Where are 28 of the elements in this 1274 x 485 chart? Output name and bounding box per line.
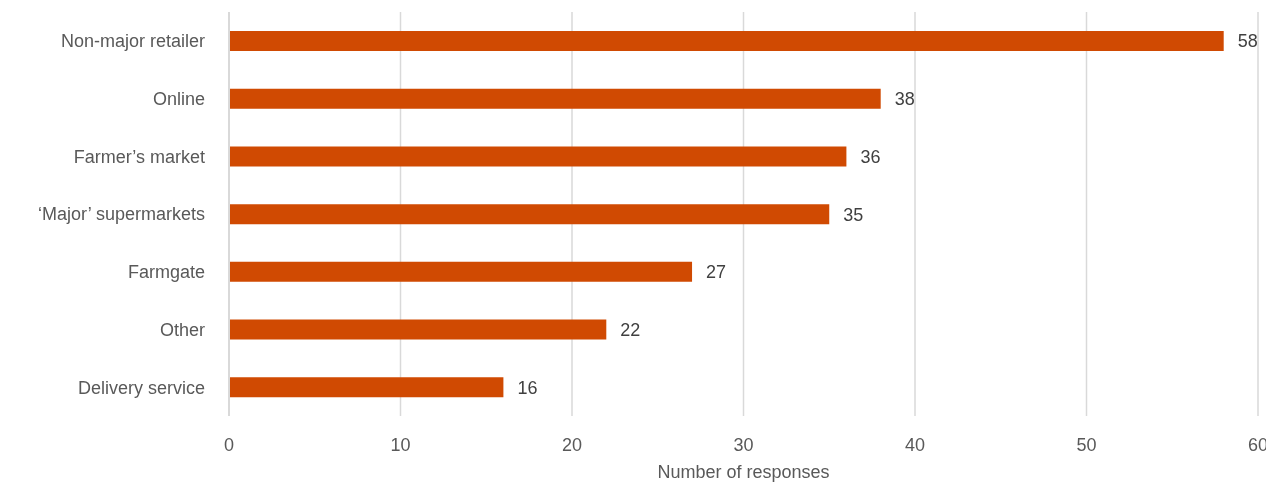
- data-label: 27: [706, 262, 727, 283]
- x-axis-title: Number of responses: [657, 462, 830, 482]
- data-label: 35: [843, 204, 864, 225]
- y-tick-label: Other: [159, 319, 205, 340]
- x-tick-label: 40: [904, 434, 926, 455]
- bar: [229, 319, 607, 340]
- bar: [229, 261, 693, 282]
- x-tick-label: 30: [733, 434, 754, 455]
- x-tick-label: 10: [390, 434, 411, 455]
- bar: [229, 146, 847, 167]
- x-tick-label: 20: [561, 434, 583, 455]
- y-tick-label: Non-major retailer: [60, 31, 205, 52]
- data-label: 38: [894, 89, 915, 110]
- x-tick-label: 50: [1076, 434, 1097, 455]
- bar: [229, 377, 504, 398]
- x-tick-label: 0: [223, 434, 235, 455]
- data-label: 22: [620, 319, 641, 340]
- y-tick-label: Farmer’s market: [73, 146, 205, 167]
- bar: [229, 204, 830, 225]
- data-label: 16: [517, 377, 538, 398]
- y-tick-label: ‘Major’ supermarkets: [37, 204, 205, 225]
- data-label: 58: [1237, 31, 1258, 52]
- data-label: 36: [860, 146, 881, 167]
- bar: [229, 31, 1224, 51]
- bar: [229, 88, 881, 109]
- y-tick-label: Delivery service: [77, 377, 205, 398]
- y-tick-label: Farmgate: [127, 262, 205, 283]
- y-tick-label: Online: [152, 88, 205, 109]
